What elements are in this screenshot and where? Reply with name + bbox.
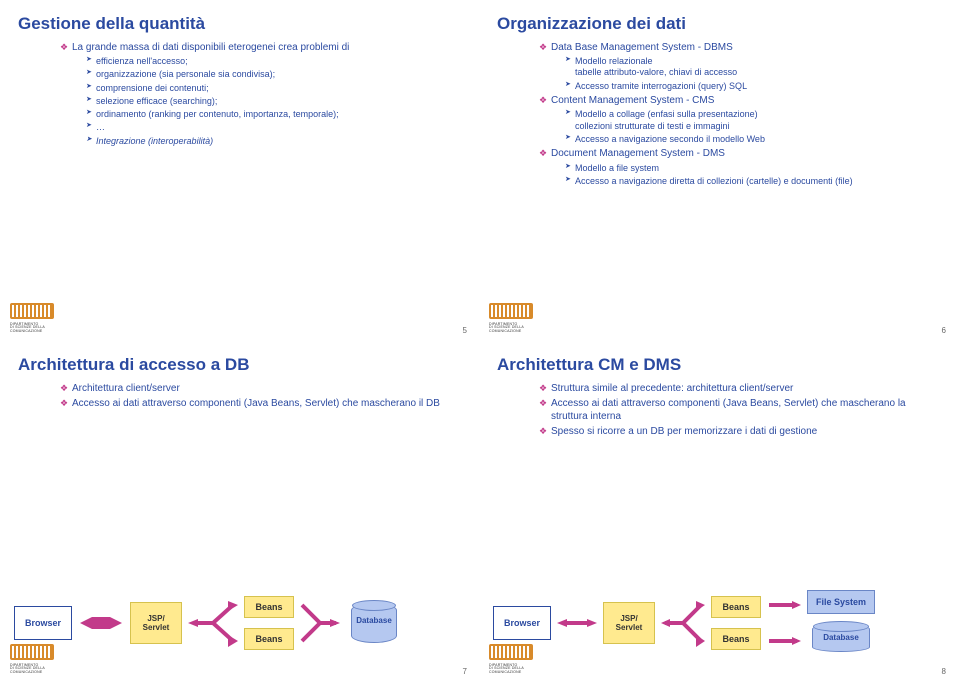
page-number: 5: [463, 326, 467, 335]
group-head: Document Management System - DMS: [551, 148, 725, 159]
group-head: Content Management System - CMS: [551, 95, 714, 106]
list-item: Spesso si ricorre a un DB per memorizzar…: [539, 426, 942, 439]
logo-icon: DIPARTIMENTODI SCIENZE DELLACOMUNICAZION…: [489, 644, 533, 674]
logo-icon: DIPARTIMENTODI SCIENZE DELLACOMUNICAZION…: [10, 303, 54, 333]
intro-text: La grande massa di dati disponibili eter…: [72, 42, 349, 53]
sub-item: efficienza nell'accesso;: [86, 56, 463, 67]
sub-item: Integrazione (interoperabilità): [86, 136, 463, 147]
sub-item: Accesso a navigazione secondo il modello…: [565, 134, 942, 145]
sub-item: comprensione dei contenuti;: [86, 83, 463, 94]
beans-box: Beans: [244, 596, 294, 618]
page-number: 7: [463, 667, 467, 676]
arrow-icon: [557, 618, 597, 628]
fork-arrows-icon: [188, 593, 238, 653]
sub-item: Accesso tramite interrogazioni (query) S…: [565, 81, 942, 92]
sub-item: selezione efficace (searching);: [86, 96, 463, 107]
slide-architettura-db: Architettura di accesso a DB Architettur…: [4, 345, 477, 680]
group-head: Data Base Management System - DBMS: [551, 42, 733, 53]
slide-title: Organizzazione dei dati: [497, 14, 942, 34]
group-item: Content Management System - CMS Modello …: [539, 95, 942, 145]
database-cylinder: Database: [346, 600, 402, 646]
sub-item: …: [86, 122, 463, 133]
fork-arrows-icon: [661, 593, 705, 653]
slide-organizzazione-dati: Organizzazione dei dati Data Base Manage…: [483, 4, 956, 339]
jsp-servlet-box: JSP/ Servlet: [603, 602, 655, 644]
architecture-diagram: Browser JSP/ Servlet Beans Beans Databas…: [14, 584, 467, 662]
slide-title: Gestione della quantità: [18, 14, 463, 34]
sub-item: Modello relazionale tabelle attributo-va…: [565, 56, 942, 79]
jsp-servlet-box: JSP/ Servlet: [130, 602, 182, 644]
database-cylinder: Database: [807, 622, 875, 656]
list-item: Accesso ai dati attraverso componenti (J…: [539, 398, 942, 423]
slide-gestione-quantita: Gestione della quantità La grande massa …: [4, 4, 477, 339]
beans-box: Beans: [711, 628, 761, 650]
sub-item: Accesso a navigazione diretta di collezi…: [565, 176, 942, 187]
logo-icon: DIPARTIMENTODI SCIENZE DELLACOMUNICAZION…: [489, 303, 533, 333]
sub-item: Modello a file system: [565, 163, 942, 174]
page-number: 8: [942, 667, 946, 676]
page-number: 6: [942, 326, 946, 335]
database-label: Database: [807, 633, 875, 642]
slide-architettura-cm-dms: Architettura CM e DMS Struttura simile a…: [483, 345, 956, 680]
list-item: Accesso ai dati attraverso componenti (J…: [60, 398, 463, 411]
sub-item: ordinamento (ranking per contenuto, impo…: [86, 109, 463, 120]
intro-bullet: La grande massa di dati disponibili eter…: [60, 42, 463, 147]
group-item: Data Base Management System - DBMS Model…: [539, 42, 942, 92]
logo-icon: DIPARTIMENTODI SCIENZE DELLACOMUNICAZION…: [10, 644, 54, 674]
list-item: Architettura client/server: [60, 383, 463, 396]
list-item: Struttura simile al precedente: architet…: [539, 383, 942, 396]
merge-arrows-icon: [300, 593, 340, 653]
filesystem-box: File System: [807, 590, 875, 614]
database-label: Database: [346, 616, 402, 625]
beans-box: Beans: [711, 596, 761, 618]
arrow-icon: [78, 618, 124, 628]
slide-title: Architettura CM e DMS: [497, 355, 942, 375]
sub-item: Modello a collage (enfasi sulla presenta…: [565, 109, 942, 132]
beans-box: Beans: [244, 628, 294, 650]
sub-item: organizzazione (sia personale sia condiv…: [86, 69, 463, 80]
architecture-diagram: Browser JSP/ Servlet Beans Beans File Sy…: [493, 584, 946, 662]
split-arrows-icon: [767, 593, 801, 653]
group-item: Document Management System - DMS Modello…: [539, 148, 942, 187]
browser-box: Browser: [14, 606, 72, 640]
browser-box: Browser: [493, 606, 551, 640]
slide-title: Architettura di accesso a DB: [18, 355, 463, 375]
